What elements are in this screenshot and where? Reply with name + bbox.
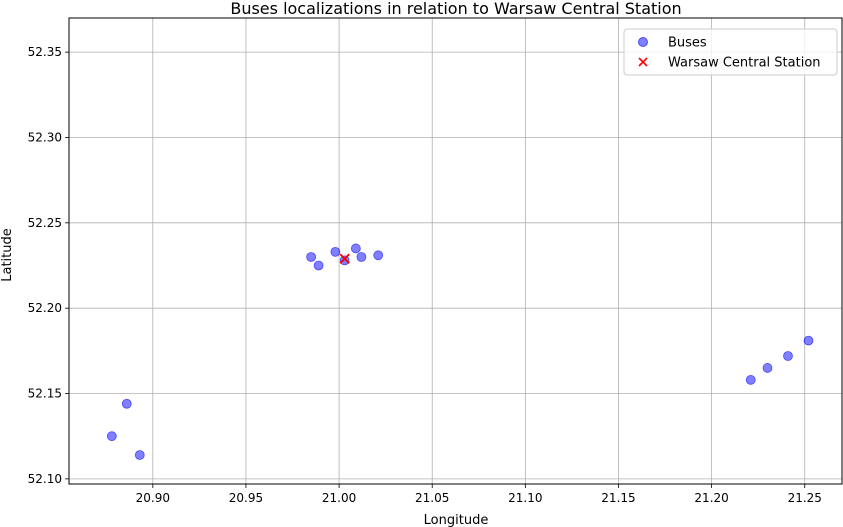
chart-title: Buses localizations in relation to Warsa… bbox=[230, 0, 681, 18]
legend-label-station: Warsaw Central Station bbox=[668, 56, 821, 71]
x-tick-label: 21.10 bbox=[508, 491, 542, 505]
legend-box bbox=[623, 28, 838, 76]
bus-point bbox=[306, 252, 317, 262]
x-tick-label: 21.05 bbox=[415, 491, 449, 505]
y-tick-label: 52.10 bbox=[28, 472, 62, 486]
bus-point bbox=[745, 374, 756, 385]
bus-point bbox=[373, 250, 384, 261]
x-tick-label: 20.95 bbox=[229, 491, 263, 505]
bus-point bbox=[803, 335, 814, 346]
y-tick-label: 52.35 bbox=[28, 45, 62, 59]
axis-ticks: 20.90 20.95 21.00 21.05 21.10 21.15 21.20 21.25… bbox=[28, 45, 822, 505]
legend-marker-station bbox=[638, 57, 648, 67]
station-point bbox=[339, 253, 350, 264]
bus-point bbox=[356, 252, 367, 262]
y-axis-label: Latitude bbox=[0, 228, 15, 282]
bus-point bbox=[783, 351, 793, 361]
x-tick-label: 21.25 bbox=[788, 491, 822, 505]
legend: Buses Warsaw Central Station bbox=[623, 28, 838, 76]
x-axis-label: Longitude bbox=[424, 513, 489, 527]
bus-point bbox=[339, 255, 350, 266]
x-tick-label: 21.00 bbox=[322, 491, 356, 505]
y-tick-label: 52.15 bbox=[28, 387, 62, 401]
bus-point bbox=[121, 398, 132, 409]
y-tick-label: 52.25 bbox=[28, 216, 62, 230]
bus-point bbox=[313, 260, 324, 271]
y-tick-label: 52.30 bbox=[28, 130, 62, 144]
bus-point bbox=[134, 450, 145, 460]
bus-point bbox=[762, 363, 773, 373]
grid-lines bbox=[69, 18, 842, 484]
x-tick-label: 21.20 bbox=[694, 491, 728, 505]
bus-point bbox=[330, 246, 341, 257]
legend-marker-buses bbox=[638, 37, 648, 47]
y-tick-label: 52.20 bbox=[28, 301, 62, 315]
bus-point bbox=[350, 243, 361, 254]
plot-frame bbox=[68, 17, 843, 485]
legend-label-buses: Buses bbox=[668, 36, 707, 51]
x-tick-label: 21.15 bbox=[601, 491, 635, 505]
bus-point bbox=[106, 431, 117, 442]
x-tick-label: 20.90 bbox=[136, 491, 170, 505]
data-points bbox=[106, 243, 814, 460]
